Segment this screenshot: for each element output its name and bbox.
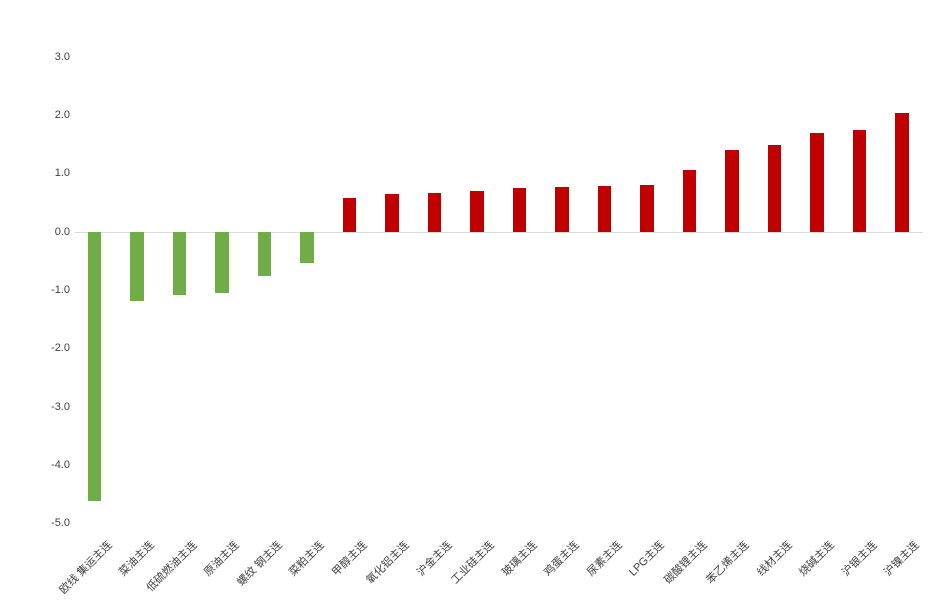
x-axis-label: 线材主连 xyxy=(754,539,795,579)
bar xyxy=(682,170,697,232)
y-tick-label: -3.0 xyxy=(51,400,70,413)
x-axis-label: 玻璃主连 xyxy=(499,539,540,579)
x-axis-label: 螺纹 钢主连 xyxy=(234,539,285,589)
y-tick-label: 2.0 xyxy=(54,109,70,122)
x-axis-label: 碳酸锂主连 xyxy=(661,539,710,587)
bar xyxy=(385,194,399,232)
bar xyxy=(512,187,527,232)
y-tick-label: 0.0 xyxy=(54,225,70,238)
bar xyxy=(640,185,654,232)
bar xyxy=(215,231,229,293)
zero-gridline xyxy=(75,232,923,233)
bar xyxy=(427,193,442,232)
bar xyxy=(130,231,144,301)
bar xyxy=(895,113,909,232)
bar xyxy=(597,185,612,232)
bar xyxy=(470,191,484,232)
x-axis-label: 菜粕主连 xyxy=(287,539,327,579)
bar xyxy=(555,186,569,232)
bar xyxy=(852,129,867,232)
x-axis-label: 沪银主连 xyxy=(839,539,880,579)
x-axis-label: 工业硅主连 xyxy=(449,539,497,587)
x-axis-label: 苯乙烯主连 xyxy=(704,539,752,587)
y-tick-label: 1.0 xyxy=(54,167,70,180)
x-axis-label: 氧化铝主连 xyxy=(364,539,412,587)
bar xyxy=(172,231,187,296)
y-tick-label: 3.0 xyxy=(54,50,70,63)
bar xyxy=(87,231,102,502)
x-axis-label: 烧碱主连 xyxy=(797,539,837,579)
y-tick-label: -4.0 xyxy=(51,459,70,472)
y-tick-label: -2.0 xyxy=(51,342,70,355)
y-tick-label: -1.0 xyxy=(51,284,70,297)
x-axis-label: 沪镍主连 xyxy=(882,539,922,579)
y-tick-label: -5.0 xyxy=(51,517,70,530)
x-axis-label: 尿素主连 xyxy=(584,539,625,579)
bar xyxy=(725,150,739,232)
x-axis-label: 鸡蛋主连 xyxy=(542,539,582,579)
x-axis-label: 欧线 集运主连 xyxy=(56,539,115,597)
bar xyxy=(810,132,824,232)
bar xyxy=(300,231,314,264)
bar xyxy=(767,145,782,232)
bar xyxy=(257,231,272,277)
bar xyxy=(342,197,357,232)
